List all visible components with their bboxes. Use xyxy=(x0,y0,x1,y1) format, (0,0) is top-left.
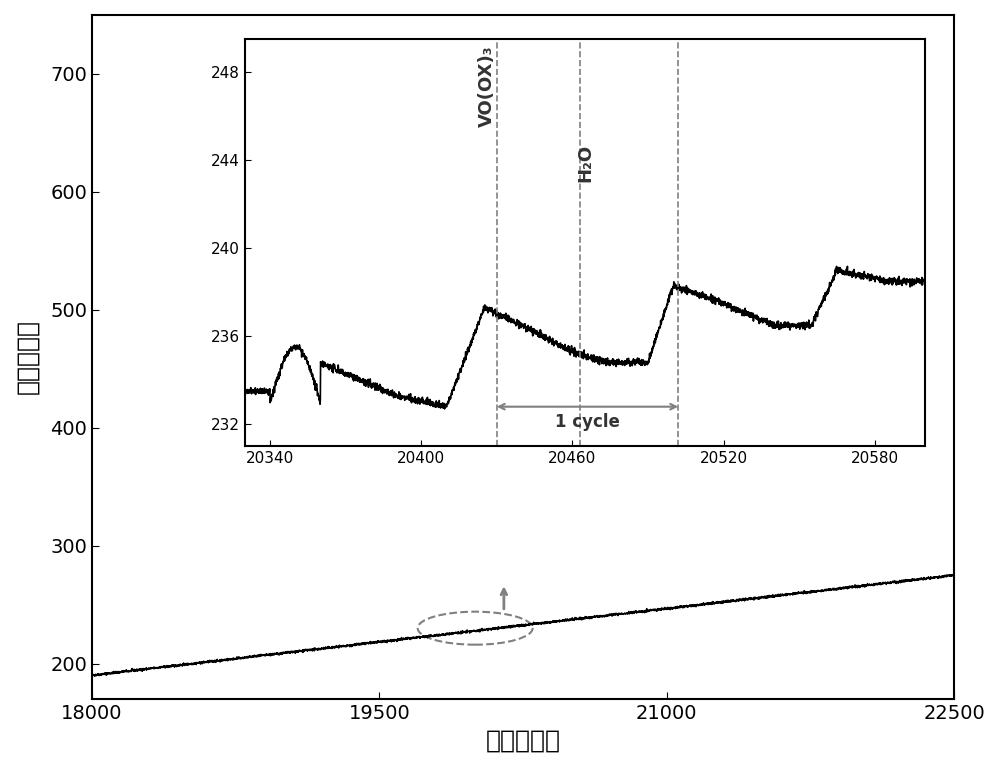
Y-axis label: 厚度（埃）: 厚度（埃） xyxy=(15,319,39,395)
Text: H₂O: H₂O xyxy=(576,144,594,182)
Text: VO(OX)₃: VO(OX)₃ xyxy=(478,45,496,127)
Text: 1 cycle: 1 cycle xyxy=(555,413,620,431)
X-axis label: 时间（秒）: 时间（秒） xyxy=(486,728,561,752)
